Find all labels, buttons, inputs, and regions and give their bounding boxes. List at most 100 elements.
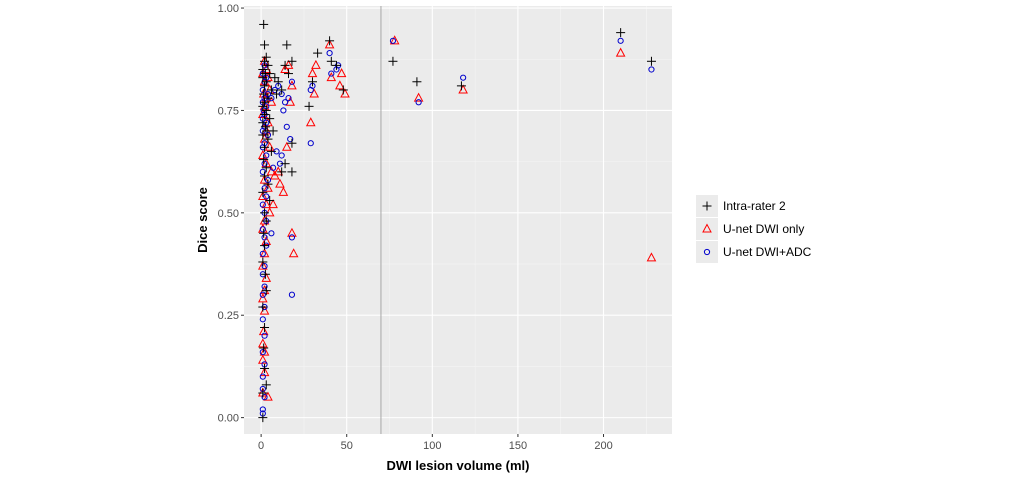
point-plus xyxy=(284,69,294,79)
point-triangle xyxy=(259,248,270,258)
point-plus xyxy=(261,380,271,390)
x-tick-label: 150 xyxy=(509,440,527,452)
point-plus xyxy=(259,155,269,165)
point-plus xyxy=(646,56,656,66)
point-triangle xyxy=(259,174,270,184)
point-triangle xyxy=(257,149,268,159)
point-triangle xyxy=(288,248,299,258)
point-triangle xyxy=(326,72,337,82)
point-plus xyxy=(331,60,341,70)
point-circle xyxy=(283,123,290,130)
point-plus xyxy=(456,81,466,91)
point-plus xyxy=(258,302,268,312)
y-axis-ticks: 0.00 0.25 0.50 0.75 1.00 xyxy=(218,3,244,425)
point-plus xyxy=(272,89,282,99)
legend-symbol-plus xyxy=(702,201,712,211)
y-axis-title: Dice score xyxy=(195,187,210,253)
point-circle xyxy=(261,185,268,192)
point-triangle xyxy=(309,88,320,98)
point-plus xyxy=(280,159,290,169)
x-axis-title: DWI lesion volume (ml) xyxy=(386,458,529,473)
point-triangle xyxy=(257,338,268,348)
y-tick-label: 0.75 xyxy=(218,105,239,117)
legend-symbol-circle xyxy=(703,248,711,256)
point-plus xyxy=(261,163,271,173)
point-triangle xyxy=(266,96,277,106)
point-plus xyxy=(261,105,271,115)
x-tick-label: 50 xyxy=(341,440,353,452)
point-plus xyxy=(258,257,268,267)
point-plus xyxy=(268,126,278,136)
point-triangle xyxy=(287,227,297,237)
point-plus xyxy=(326,56,336,66)
series-plus xyxy=(258,19,656,423)
point-plus xyxy=(260,110,270,120)
point-circle xyxy=(259,250,266,257)
point-triangle xyxy=(389,35,400,45)
point-circle xyxy=(389,37,397,44)
point-triangle xyxy=(261,272,272,282)
point-plus xyxy=(277,85,287,95)
point-circle xyxy=(261,262,268,270)
point-plus xyxy=(307,77,317,87)
point-circle xyxy=(259,373,266,380)
point-circle xyxy=(261,160,268,167)
point-triangle xyxy=(268,199,278,209)
point-plus xyxy=(260,97,270,107)
point-circle xyxy=(460,74,467,81)
point-circle xyxy=(268,230,275,237)
point-circle xyxy=(259,168,266,175)
point-plus xyxy=(304,101,314,111)
plot-panel xyxy=(244,6,672,434)
point-circle xyxy=(648,66,655,73)
point-plus xyxy=(260,81,270,91)
point-plus xyxy=(261,77,271,87)
y-tick-label: 0.25 xyxy=(218,310,239,322)
point-plus xyxy=(260,142,270,152)
point-circle xyxy=(288,291,296,298)
point-plus xyxy=(261,216,271,226)
point-plus xyxy=(260,269,270,279)
point-circle xyxy=(259,291,266,298)
point-triangle xyxy=(261,199,272,209)
point-circle xyxy=(259,86,266,94)
point-triangle xyxy=(264,141,275,151)
legend-label: U-net DWI+ADC xyxy=(723,245,812,259)
point-plus xyxy=(282,40,292,50)
legend-key xyxy=(696,241,718,263)
point-plus xyxy=(313,48,323,58)
point-plus xyxy=(287,167,297,177)
legend: Intra-rater 2 U-net DWI only U-net DWI+ADC xyxy=(696,195,812,263)
point-triangle xyxy=(285,96,296,106)
minor-gridlines xyxy=(244,6,672,434)
point-circle xyxy=(259,348,266,356)
legend-symbol-triangle xyxy=(702,223,712,233)
point-plus xyxy=(266,146,276,156)
point-plus xyxy=(260,122,270,132)
point-triangle xyxy=(615,47,626,57)
point-triangle xyxy=(287,80,297,90)
legend-key xyxy=(696,218,718,240)
point-circle xyxy=(326,50,333,57)
point-circle xyxy=(280,107,287,114)
point-plus xyxy=(263,179,273,189)
x-tick-label: 100 xyxy=(423,440,441,452)
point-triangle xyxy=(307,68,318,78)
point-triangle xyxy=(324,39,335,49)
point-plus xyxy=(263,134,273,144)
point-plus xyxy=(258,187,268,197)
y-tick-label: 1.00 xyxy=(218,3,239,15)
point-triangle xyxy=(311,59,321,69)
point-plus xyxy=(259,228,269,238)
point-plus xyxy=(265,69,275,79)
point-plus xyxy=(261,52,271,62)
point-circle xyxy=(287,136,294,143)
point-plus xyxy=(260,323,270,333)
y-tick-label: 0.00 xyxy=(218,413,239,425)
legend-label: U-net DWI only xyxy=(723,222,804,236)
point-triangle xyxy=(273,166,284,176)
point-plus xyxy=(259,89,269,99)
point-triangle xyxy=(281,141,292,151)
point-circle xyxy=(617,37,624,44)
